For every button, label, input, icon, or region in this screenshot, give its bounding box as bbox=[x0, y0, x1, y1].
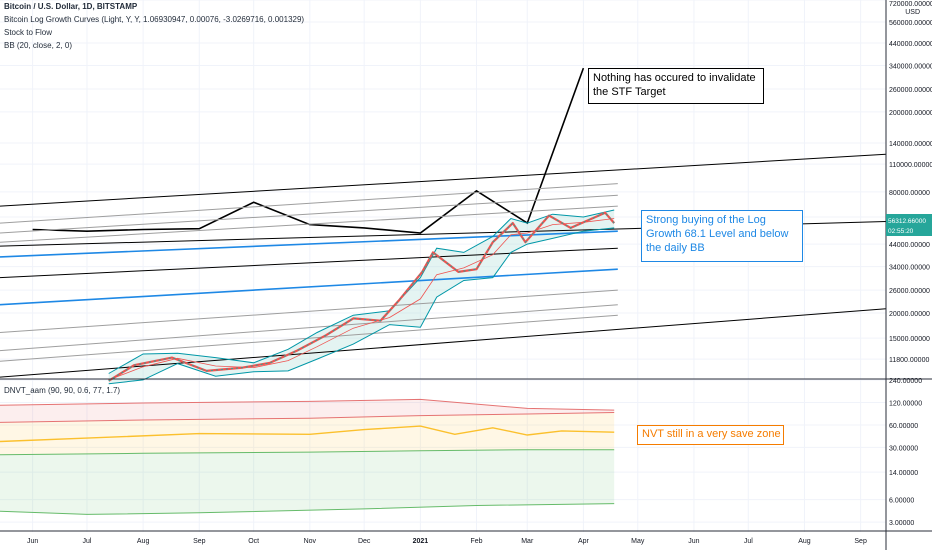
price-tick-3: 340000.00000 bbox=[889, 64, 932, 71]
ind-tick-0: 240.00000 bbox=[889, 378, 922, 385]
series-line-4 bbox=[0, 205, 618, 243]
series-line-10 bbox=[0, 304, 618, 352]
annotation-buying[interactable]: Strong buying of the Log Growth 68.1 Lev… bbox=[641, 210, 803, 262]
price-series bbox=[108, 209, 616, 385]
price-tick-7: 110000.00000 bbox=[889, 162, 932, 169]
indicator-log-growth[interactable]: Bitcoin Log Growth Curves (Light, Y, Y, … bbox=[4, 15, 305, 24]
series-line-1 bbox=[0, 153, 887, 207]
bb-fill bbox=[108, 210, 615, 384]
price-tick-10: 44000.00000 bbox=[889, 242, 930, 249]
time-tick-15: Sep bbox=[854, 538, 867, 545]
ind-tick-6: 3.00000 bbox=[889, 520, 914, 527]
bb-basis-line bbox=[108, 218, 615, 381]
price-tick-2: 440000.00000 bbox=[889, 41, 932, 48]
series-line-0 bbox=[32, 67, 585, 234]
annotation-stf[interactable]: Nothing has occured to invalidate the ST… bbox=[588, 68, 764, 104]
series-line-11 bbox=[0, 314, 618, 362]
time-tick-4: Oct bbox=[248, 538, 259, 545]
time-tick-7: 2021 bbox=[413, 538, 429, 545]
time-tick-12: Jun bbox=[688, 538, 699, 545]
time-tick-8: Feb bbox=[470, 538, 482, 545]
price-tick-4: 260000.00000 bbox=[889, 87, 932, 94]
price-tick-0: 720000.00000 bbox=[889, 1, 932, 8]
series-line-2 bbox=[0, 183, 618, 224]
series-line-9 bbox=[0, 289, 618, 333]
indicator-dnvt[interactable]: DNVT_aam (90, 90, 0.6, 77, 1.7) bbox=[4, 386, 121, 395]
ind-tick-3: 30.00000 bbox=[889, 445, 918, 452]
time-tick-2: Aug bbox=[137, 538, 150, 545]
indicator-line-0 bbox=[0, 398, 615, 411]
ind-tick-2: 60.00000 bbox=[889, 423, 918, 430]
series-line-8 bbox=[0, 268, 618, 306]
nvt-red-zone bbox=[0, 399, 615, 423]
indicator-line-1 bbox=[0, 412, 615, 423]
bb-lower-line bbox=[108, 227, 615, 385]
nvt-green-zone bbox=[0, 449, 615, 515]
price-tick-5: 200000.00000 bbox=[889, 110, 932, 117]
time-tick-0: Jun bbox=[27, 538, 38, 545]
time-tick-5: Nov bbox=[304, 538, 317, 545]
series-line-7 bbox=[0, 247, 618, 279]
price-tick-11: 34000.00000 bbox=[889, 265, 930, 272]
time-tick-1: Jul bbox=[82, 538, 91, 545]
time-tick-9: Mar bbox=[521, 538, 534, 545]
series-line-3 bbox=[0, 194, 618, 234]
price-tick-12: 26000.00000 bbox=[889, 288, 930, 295]
time-tick-3: Sep bbox=[193, 538, 206, 545]
price-tick-1: 560000.00000 bbox=[889, 20, 932, 27]
indicator-stock-to-flow[interactable]: Stock to Flow bbox=[4, 28, 53, 37]
time-tick-11: May bbox=[631, 538, 645, 545]
band-fills bbox=[0, 210, 615, 515]
currency-label: USD bbox=[905, 9, 920, 16]
time-tick-13: Jul bbox=[744, 538, 753, 545]
growth-lines bbox=[0, 67, 887, 515]
annotation-nvt[interactable]: NVT still in a very save zone bbox=[637, 425, 784, 445]
series-line-6 bbox=[0, 230, 618, 258]
time-tick-10: Apr bbox=[578, 538, 590, 545]
time-tick-14: Aug bbox=[798, 538, 811, 545]
price-tick-14: 15000.00000 bbox=[889, 336, 930, 343]
ind-tick-4: 14.00000 bbox=[889, 470, 918, 477]
price-tag bbox=[886, 214, 932, 236]
price-tag-countdown: 02:55:20 bbox=[888, 228, 914, 235]
symbol-title: Bitcoin / U.S. Dollar, 1D, BITSTAMP bbox=[4, 2, 138, 11]
price-tag-value: 56312.66000 bbox=[888, 218, 926, 225]
ind-tick-5: 6.00000 bbox=[889, 498, 914, 505]
ind-tick-1: 120.00000 bbox=[889, 400, 922, 407]
indicator-line-4 bbox=[0, 503, 615, 515]
price-tick-6: 140000.00000 bbox=[889, 141, 932, 148]
indicator-line-3 bbox=[0, 449, 615, 456]
price-tick-13: 20000.00000 bbox=[889, 311, 930, 318]
price-line-up bbox=[108, 212, 615, 382]
price-tick-8: 80000.00000 bbox=[889, 190, 930, 197]
indicator-bb[interactable]: BB (20, close, 2, 0) bbox=[4, 41, 73, 50]
time-tick-6: Dec bbox=[358, 538, 371, 545]
price-tick-15: 11800.00000 bbox=[889, 357, 929, 364]
indicator-line-2 bbox=[0, 425, 615, 443]
